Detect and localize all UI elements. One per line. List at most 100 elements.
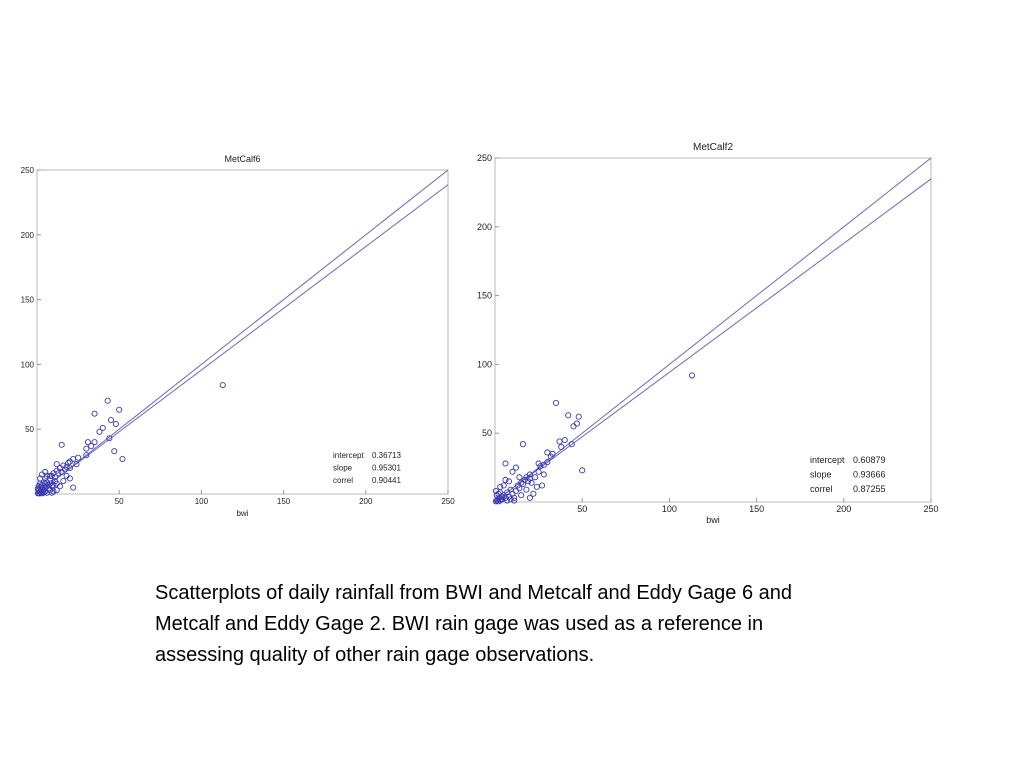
x-tick-label: 150 <box>749 504 764 514</box>
data-point <box>116 406 123 413</box>
data-point <box>512 487 519 495</box>
stat-label-intercept: intercept <box>333 451 364 460</box>
data-point <box>526 471 533 478</box>
data-point <box>516 485 523 492</box>
data-point <box>500 482 507 489</box>
stat-value-correl: 0.90441 <box>372 476 401 485</box>
data-point <box>544 459 551 466</box>
data-point <box>112 420 119 428</box>
data-point <box>526 494 533 501</box>
x-tick-label: 50 <box>115 497 124 506</box>
data-point <box>511 497 518 504</box>
x-tick-label: 150 <box>277 497 291 506</box>
x-tick-label: 250 <box>441 497 455 506</box>
data-point <box>60 462 67 469</box>
plot-frame <box>36 169 449 495</box>
data-point <box>511 494 518 501</box>
data-point <box>219 382 226 389</box>
data-point <box>573 420 581 427</box>
data-point <box>119 455 126 463</box>
data-point <box>56 483 64 490</box>
data-point <box>505 478 513 485</box>
data-point <box>552 399 560 406</box>
stat-value-correl: 0.87255 <box>853 484 886 494</box>
y-tick-label: 100 <box>21 360 35 369</box>
x-tick-label: 50 <box>577 504 587 514</box>
data-point <box>60 477 67 485</box>
data-point <box>106 435 113 442</box>
y-tick-label: 50 <box>25 425 34 434</box>
chart-title: MetCalf6 <box>224 154 260 164</box>
data-point <box>530 490 537 497</box>
data-point <box>575 413 582 420</box>
data-point <box>556 438 563 445</box>
data-point <box>497 483 504 490</box>
y-tick-label: 250 <box>477 153 492 163</box>
data-point <box>63 463 70 470</box>
data-point <box>47 472 54 479</box>
data-point <box>570 423 577 430</box>
data-point <box>58 441 65 448</box>
chart-title: MetCalf2 <box>693 142 733 153</box>
data-point <box>50 481 57 488</box>
stat-value-slope: 0.93666 <box>853 470 886 480</box>
regression-line <box>36 184 449 494</box>
data-point <box>539 482 546 489</box>
stat-value-slope: 0.95301 <box>372 464 401 473</box>
chart-1: MetCalf6 bwi 50 100 150 200 250 50 100 150 200 250 i… <box>21 154 456 518</box>
stat-value-intercept: 0.60879 <box>853 455 886 465</box>
stat-label-intercept: intercept <box>810 455 845 465</box>
data-point <box>50 488 57 495</box>
identity-line <box>494 157 932 503</box>
stat-label-correl: correl <box>333 476 353 485</box>
data-point <box>70 484 77 491</box>
x-axis-label: bwi <box>236 509 248 518</box>
data-point <box>507 496 514 503</box>
data-point <box>558 443 565 451</box>
data-point <box>40 479 47 486</box>
x-tick-label: 100 <box>662 504 677 514</box>
data-point <box>75 454 82 461</box>
data-point <box>561 437 568 444</box>
data-point <box>66 465 73 472</box>
data-point <box>528 479 535 486</box>
data-point <box>518 492 525 499</box>
y-tick-label: 100 <box>477 359 492 369</box>
x-axis-label: bwi <box>706 515 720 525</box>
figure-caption: Scatterplots of daily rainfall from BWI … <box>155 582 792 666</box>
data-point <box>83 445 90 452</box>
y-tick-label: 200 <box>21 231 35 240</box>
data-point <box>502 476 509 484</box>
data-point <box>537 463 544 470</box>
data-point <box>66 475 73 482</box>
stat-value-intercept: 0.36713 <box>372 451 401 460</box>
y-tick-label: 50 <box>482 428 492 438</box>
data-point <box>53 487 60 494</box>
stat-label-slope: slope <box>810 470 832 480</box>
data-point <box>107 417 115 424</box>
data-point <box>565 412 572 419</box>
data-point <box>40 489 47 496</box>
x-tick-label: 200 <box>836 504 851 514</box>
y-tick-label: 250 <box>21 166 35 175</box>
data-point <box>83 452 90 459</box>
data-point <box>540 471 547 478</box>
data-point <box>533 483 540 490</box>
data-point <box>65 459 72 466</box>
data-point <box>568 441 575 448</box>
identity-line <box>36 169 449 495</box>
chart-2: MetCalf2 bwi 50 100 150 200 250 50 100 150 200 250 i… <box>477 142 939 525</box>
y-tick-label: 150 <box>477 291 492 301</box>
plot-frame <box>494 157 932 503</box>
data-point <box>53 461 60 468</box>
data-point <box>48 489 55 496</box>
data-point <box>549 450 556 457</box>
data-point <box>512 464 519 471</box>
data-point <box>48 483 55 490</box>
data-point <box>509 468 516 475</box>
data-point <box>532 474 539 481</box>
data-point <box>42 468 49 476</box>
stat-label-correl: correl <box>810 484 833 494</box>
data-point <box>91 410 98 417</box>
